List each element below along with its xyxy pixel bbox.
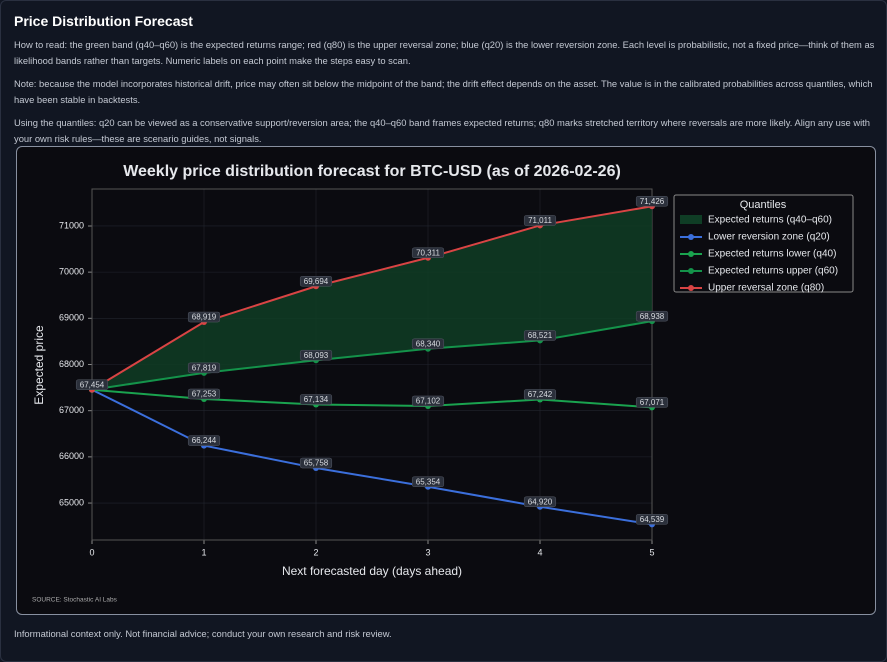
- data-label: 67,242: [528, 390, 553, 399]
- y-tick-label: 69000: [59, 313, 84, 323]
- band-area: [92, 206, 652, 390]
- plot-frame: [91, 188, 653, 541]
- data-label-bg: [523, 330, 557, 341]
- y-tick-label: 65000: [59, 497, 84, 507]
- data-label-bg: [187, 388, 221, 400]
- legend-label: Upper reversal zone (q80): [708, 283, 824, 294]
- data-label-bg: [75, 379, 109, 390]
- data-label-bg: [635, 310, 669, 322]
- data-label-bg: [523, 215, 557, 226]
- x-tick-label: 4: [537, 547, 542, 557]
- source: SOURCE: Stochastic AI Labs: [32, 597, 118, 604]
- data-label: 68,093: [304, 351, 329, 360]
- data-label-bg: [299, 276, 333, 287]
- paragraph: Note: because the model incorporates his…: [14, 78, 873, 105]
- x-tick-label: 1: [201, 547, 206, 557]
- data-label-bg: [187, 435, 221, 446]
- data-label: 67,071: [640, 398, 665, 407]
- data-label-bg: [187, 311, 221, 323]
- x-tick-label: 2: [313, 547, 318, 557]
- chart-container: Weekly price distribution forecast for B…: [16, 146, 876, 615]
- data-label: 69,694: [304, 277, 329, 286]
- series-line: [91, 205, 653, 391]
- y-tick-label: 70000: [59, 267, 84, 277]
- chart-title: Weekly price distribution forecast for B…: [123, 163, 621, 180]
- x-tick-label: 3: [425, 547, 430, 557]
- legend-marker: [688, 251, 694, 257]
- x-axis-label: Next forecasted day (days ahead): [282, 564, 462, 578]
- data-label: 68,919: [192, 313, 217, 322]
- legend-marker: [688, 234, 694, 240]
- legend-marker: [688, 285, 694, 291]
- data-label-bg: [411, 338, 445, 350]
- data-label: 67,102: [416, 397, 441, 406]
- legend-swatch: [680, 215, 702, 224]
- footer: Informational context only. Not financia…: [14, 628, 392, 639]
- data-label: 65,758: [304, 459, 329, 468]
- data-label-bg: [635, 397, 669, 408]
- data-label: 68,340: [416, 339, 441, 348]
- x-tick-label: 5: [649, 547, 654, 557]
- data-label-bg: [299, 349, 333, 361]
- y-tick-label: 67000: [59, 405, 84, 415]
- legend-box: [673, 194, 854, 293]
- data-label-bg: [411, 247, 445, 259]
- data-label: 67,454: [80, 380, 105, 389]
- y-tick-label: 71000: [59, 220, 84, 230]
- legend-label: Expected returns (q40–q60): [708, 215, 832, 226]
- data-label: 64,539: [640, 515, 665, 524]
- chart: Weekly price distribution forecast for B…: [32, 163, 854, 604]
- data-label: 71,011: [528, 216, 552, 225]
- legend-label: Lower reversion zone (q20): [708, 232, 830, 243]
- data-label: 66,244: [192, 436, 217, 445]
- page-title: Price Distribution Forecast: [14, 13, 193, 29]
- series-line: [91, 388, 653, 526]
- data-label: 70,311: [416, 248, 440, 257]
- legend-title: Quantiles: [740, 199, 787, 211]
- data-label-bg: [299, 394, 333, 405]
- data-label: 68,521: [528, 331, 553, 340]
- legend-label: Expected returns lower (q40): [708, 249, 836, 260]
- data-label: 68,938: [640, 312, 665, 321]
- data-label: 67,134: [304, 395, 329, 404]
- data-label-bg: [411, 476, 445, 487]
- legend-label: Expected returns upper (q60): [708, 266, 838, 277]
- legend-marker: [688, 268, 694, 274]
- y-tick-label: 68000: [59, 359, 84, 369]
- data-label-bg: [299, 457, 333, 469]
- data-label: 65,354: [416, 477, 441, 486]
- data-label-bg: [411, 395, 445, 407]
- series-line: [91, 388, 653, 409]
- data-label-bg: [523, 389, 557, 400]
- y-axis-label: Expected price: [32, 325, 46, 405]
- description: How to read: the green band (q40–q60) is…: [14, 37, 876, 154]
- series-line: [91, 320, 653, 391]
- paragraph: How to read: the green band (q40–q60) is…: [14, 39, 875, 66]
- data-label-bg: [635, 514, 669, 525]
- y-tick-label: 66000: [59, 451, 84, 461]
- data-label-bg: [523, 496, 557, 507]
- data-label: 67,819: [192, 363, 217, 372]
- data-label-bg: [635, 196, 669, 207]
- data-label: 64,920: [528, 497, 553, 506]
- data-label: 71,426: [640, 197, 665, 206]
- paragraph: Using the quantiles: q20 can be viewed a…: [14, 117, 871, 144]
- data-label-bg: [187, 362, 221, 374]
- x-tick-label: 0: [89, 547, 94, 557]
- data-label: 67,253: [192, 390, 217, 399]
